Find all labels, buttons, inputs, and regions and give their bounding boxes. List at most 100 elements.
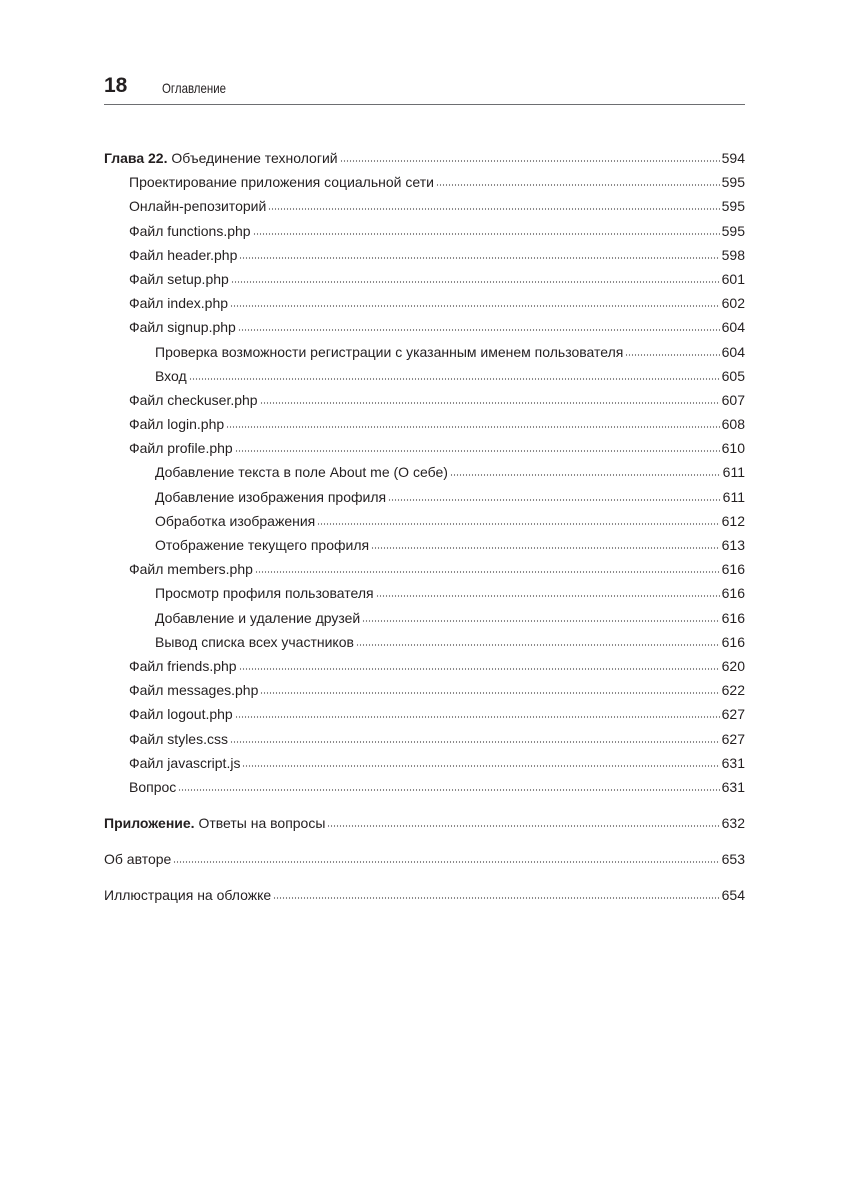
dot-leader bbox=[230, 280, 720, 283]
toc-entry-page: 607 bbox=[721, 391, 745, 408]
toc-entry-title: Вывод списка всех участников bbox=[155, 630, 354, 654]
toc-entry-text: Файл logout.php bbox=[129, 706, 233, 723]
toc-entry-title: Файл index.php bbox=[129, 291, 228, 315]
toc-entry-title: Файл javascript.js bbox=[129, 751, 240, 775]
toc-entry-text: Отображение текущего профиля bbox=[155, 537, 370, 553]
toc-entry-text: Проверка возможности регистрации с указа… bbox=[155, 343, 624, 360]
dot-leader bbox=[234, 716, 720, 719]
toc-entry-page: 610 bbox=[721, 440, 745, 457]
toc-entry: Файл members.php 616 bbox=[104, 557, 745, 581]
toc-entry-title: Файл functions.php bbox=[129, 219, 251, 243]
dot-leader bbox=[327, 825, 720, 828]
toc-entry-page: 604 bbox=[721, 319, 745, 336]
toc-entry-page: 616 bbox=[721, 585, 745, 602]
toc-entry-page: 632 bbox=[721, 815, 745, 832]
dot-leader bbox=[239, 256, 720, 259]
dot-leader bbox=[435, 184, 720, 187]
toc-entry-title: Онлайн-репозиторий bbox=[129, 194, 266, 218]
dot-leader bbox=[339, 160, 720, 162]
toc-entry-prefix: Приложение. bbox=[104, 815, 195, 832]
toc-entry-title: Добавление текста в поле About me (О себ… bbox=[155, 460, 448, 484]
toc-entry: Файл signup.php 604 bbox=[104, 315, 745, 339]
toc-entry-title: Обработка изображения bbox=[155, 509, 315, 533]
toc-entry-page: 627 bbox=[721, 730, 745, 747]
toc-entry-title: Файл signup.php bbox=[129, 315, 236, 339]
toc-entry-title: Проектирование приложения социальной сет… bbox=[129, 170, 434, 194]
toc-entry: Файл javascript.js 631 bbox=[104, 751, 745, 775]
toc-entry-text: Онлайн-репозиторий bbox=[129, 198, 267, 215]
toc-entry: Вход 605 bbox=[104, 364, 745, 388]
toc-entry-text: Файл checkuser.php bbox=[129, 391, 258, 408]
dot-leader bbox=[449, 474, 721, 477]
toc-entry-title: Вход bbox=[155, 364, 187, 388]
toc-entry-title: Файл profile.php bbox=[129, 436, 233, 460]
toc-entry: Иллюстрация на обложке 654 bbox=[104, 883, 745, 919]
toc-entry-text: Иллюстрация на обложке bbox=[104, 887, 272, 904]
toc-entry: Файл functions.php 595 bbox=[104, 219, 745, 243]
toc-entry: Проверка возможности регистрации с указа… bbox=[104, 340, 745, 364]
toc-entry-text: Вход bbox=[155, 367, 187, 384]
toc-entry-text: Файл members.php bbox=[129, 561, 253, 578]
dot-leader bbox=[237, 329, 720, 332]
dot-leader bbox=[178, 788, 720, 791]
toc-entry: Отображение текущего профиля 613 bbox=[104, 533, 745, 557]
dot-leader bbox=[173, 861, 720, 864]
toc-entry-text: Проектирование приложения социальной сет… bbox=[129, 174, 434, 191]
dot-leader bbox=[226, 426, 720, 429]
toc-entry: Проектирование приложения социальной сет… bbox=[104, 170, 745, 194]
toc-entry-title: Файл messages.php bbox=[129, 678, 258, 702]
toc-entry-page: 631 bbox=[721, 754, 745, 771]
dot-leader bbox=[355, 643, 720, 646]
toc-entry-title: Файл login.php bbox=[129, 412, 224, 436]
toc-entry-page: 654 bbox=[721, 887, 745, 904]
toc-entry-title: Файл checkuser.php bbox=[129, 388, 258, 412]
header-title: Оглавление bbox=[162, 80, 227, 96]
toc-entry: Об авторе 653 bbox=[104, 847, 745, 883]
page-number: 18 bbox=[104, 74, 128, 97]
dot-leader bbox=[252, 232, 720, 235]
toc-entry-title: Файл setup.php bbox=[129, 267, 229, 291]
toc-entry-page: 608 bbox=[721, 416, 745, 433]
toc-entry: Добавление изображения профиля 611 bbox=[104, 485, 745, 509]
toc-entry-page: 594 bbox=[721, 150, 745, 166]
toc-entry-text: Просмотр профиля пользователя bbox=[155, 585, 374, 602]
toc-entry-text: Файл header.php bbox=[129, 246, 238, 263]
dot-leader bbox=[229, 740, 720, 743]
dot-leader bbox=[234, 450, 720, 453]
toc-entry-text: Добавление и удаление друзей bbox=[155, 609, 361, 626]
toc-entry-title: Файл logout.php bbox=[129, 702, 233, 726]
toc-entry-page: 598 bbox=[721, 246, 745, 263]
dot-leader bbox=[625, 353, 720, 356]
toc-entry-page: 595 bbox=[721, 198, 745, 215]
toc-entry-page: 627 bbox=[721, 706, 745, 723]
dot-leader bbox=[188, 377, 720, 380]
dot-leader bbox=[268, 208, 720, 211]
toc-entry-text: Файл styles.css bbox=[129, 730, 228, 747]
toc-entry: Файл profile.php 610 bbox=[104, 436, 745, 460]
toc-entry: Приложение. Ответы на вопросы 632 bbox=[104, 811, 745, 847]
toc-entry-title: Файл styles.css bbox=[129, 727, 228, 751]
toc-entry: Файл styles.css 627 bbox=[104, 727, 745, 751]
toc-entry-text: Файл signup.php bbox=[129, 319, 236, 336]
toc-entry-text: Файл functions.php bbox=[129, 222, 251, 239]
toc-entry: Файл logout.php 627 bbox=[104, 702, 745, 726]
dot-leader bbox=[362, 619, 720, 622]
toc-entry-page: 595 bbox=[721, 174, 745, 191]
toc-entry-text: Объединение технологий bbox=[171, 150, 338, 166]
dot-leader bbox=[317, 522, 720, 525]
toc-entry: Файл friends.php 620 bbox=[104, 654, 745, 678]
toc-entry: Вопрос 631 bbox=[104, 775, 745, 799]
toc-entry: Файл checkuser.php 607 bbox=[104, 388, 745, 412]
toc-entry-title: Приложение. Ответы на вопросы bbox=[104, 811, 325, 835]
dot-leader bbox=[371, 547, 720, 549]
table-of-contents: Глава 22. Объединение технологий 594 Проек… bbox=[104, 146, 745, 919]
dot-leader bbox=[375, 595, 720, 598]
toc-entry: Просмотр профиля пользователя 616 bbox=[104, 581, 745, 605]
running-header: 18 Оглавление bbox=[104, 74, 745, 105]
toc-entry-text: Файл login.php bbox=[129, 416, 225, 433]
dot-leader bbox=[254, 571, 720, 574]
toc-entry-title: Вопрос bbox=[129, 775, 176, 799]
toc-entry-title: Отображение текущего профиля bbox=[155, 533, 369, 557]
toc-entry-title: Файл friends.php bbox=[129, 654, 237, 678]
toc-entry-text: Файл index.php bbox=[129, 295, 229, 312]
